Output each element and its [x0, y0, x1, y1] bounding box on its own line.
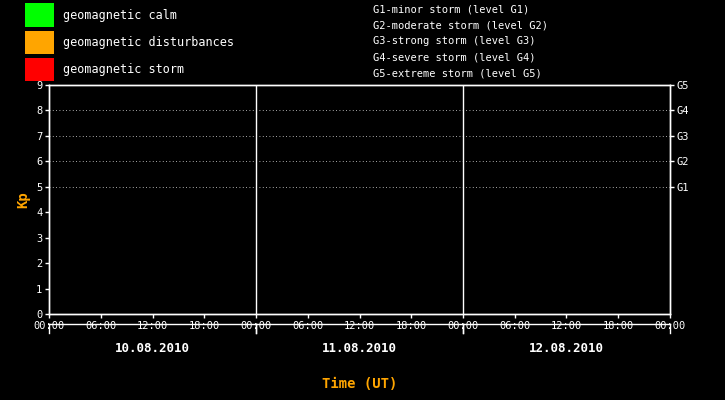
Bar — [25, 58, 54, 82]
Text: G4-severe storm (level G4): G4-severe storm (level G4) — [373, 52, 536, 62]
Bar — [25, 3, 54, 27]
Y-axis label: Kp: Kp — [17, 191, 30, 208]
Text: G5-extreme storm (level G5): G5-extreme storm (level G5) — [373, 69, 542, 79]
Text: geomagnetic storm: geomagnetic storm — [63, 63, 184, 76]
Text: 12.08.2010: 12.08.2010 — [529, 342, 604, 355]
Text: G2-moderate storm (level G2): G2-moderate storm (level G2) — [373, 20, 548, 30]
Text: G1-minor storm (level G1): G1-minor storm (level G1) — [373, 4, 530, 14]
Text: Time (UT): Time (UT) — [322, 377, 397, 391]
Text: geomagnetic calm: geomagnetic calm — [63, 9, 177, 22]
Text: 10.08.2010: 10.08.2010 — [115, 342, 190, 355]
Text: geomagnetic disturbances: geomagnetic disturbances — [63, 36, 234, 49]
Text: 11.08.2010: 11.08.2010 — [322, 342, 397, 355]
Text: G3-strong storm (level G3): G3-strong storm (level G3) — [373, 36, 536, 46]
Bar — [25, 30, 54, 54]
